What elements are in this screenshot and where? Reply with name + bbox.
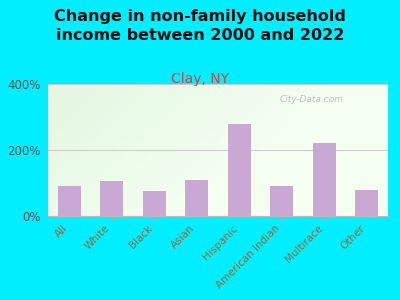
Bar bbox=[142, 191, 166, 216]
Text: City-Data.com: City-Data.com bbox=[279, 95, 343, 104]
Bar bbox=[100, 181, 124, 216]
Bar bbox=[355, 190, 378, 216]
Bar bbox=[58, 186, 81, 216]
Bar bbox=[312, 143, 336, 216]
Bar bbox=[270, 186, 294, 216]
Text: Change in non-family household
income between 2000 and 2022: Change in non-family household income be… bbox=[54, 9, 346, 43]
Text: Clay, NY: Clay, NY bbox=[171, 72, 229, 86]
Bar bbox=[228, 124, 251, 216]
Bar bbox=[185, 180, 208, 216]
